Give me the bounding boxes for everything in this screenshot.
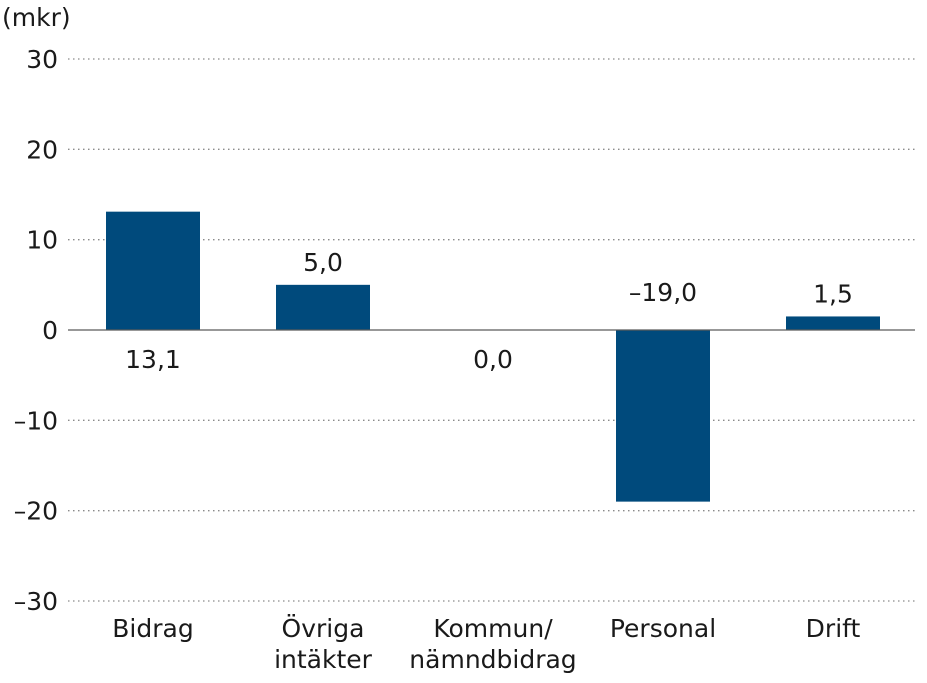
- bar: [276, 284, 370, 330]
- category-label: nämndbidrag: [409, 645, 576, 674]
- data-label: 0,0: [473, 345, 513, 374]
- category-label: Drift: [806, 614, 861, 643]
- bars: [106, 211, 880, 502]
- category-label: Bidrag: [112, 614, 193, 643]
- category-label: Personal: [610, 614, 716, 643]
- data-label: 1,5: [813, 279, 853, 308]
- bar: [106, 211, 200, 330]
- y-tick-label: 10: [26, 226, 58, 255]
- y-tick-label: –30: [14, 587, 58, 616]
- y-tick-label: –10: [14, 406, 58, 435]
- data-label: 13,1: [125, 345, 181, 374]
- data-label: 5,0: [303, 248, 343, 277]
- y-tick-label: 0: [42, 316, 58, 345]
- y-axis-unit-label: (mkr): [2, 3, 71, 32]
- category-label: Övriga: [282, 614, 365, 643]
- bar: [786, 316, 880, 330]
- y-axis-ticks: 30 20 10 0 –10 –20 –30: [14, 45, 58, 616]
- category-label: intäkter: [274, 645, 373, 674]
- data-labels: 13,1 5,0 0,0 –19,0 1,5: [125, 248, 853, 374]
- y-tick-label: –20: [14, 497, 58, 526]
- y-tick-label: 20: [26, 135, 58, 164]
- bar: [616, 330, 710, 502]
- gridlines: [68, 58, 918, 602]
- data-label: –19,0: [629, 278, 697, 307]
- category-label: Kommun/: [433, 614, 553, 643]
- y-tick-label: 30: [26, 45, 58, 74]
